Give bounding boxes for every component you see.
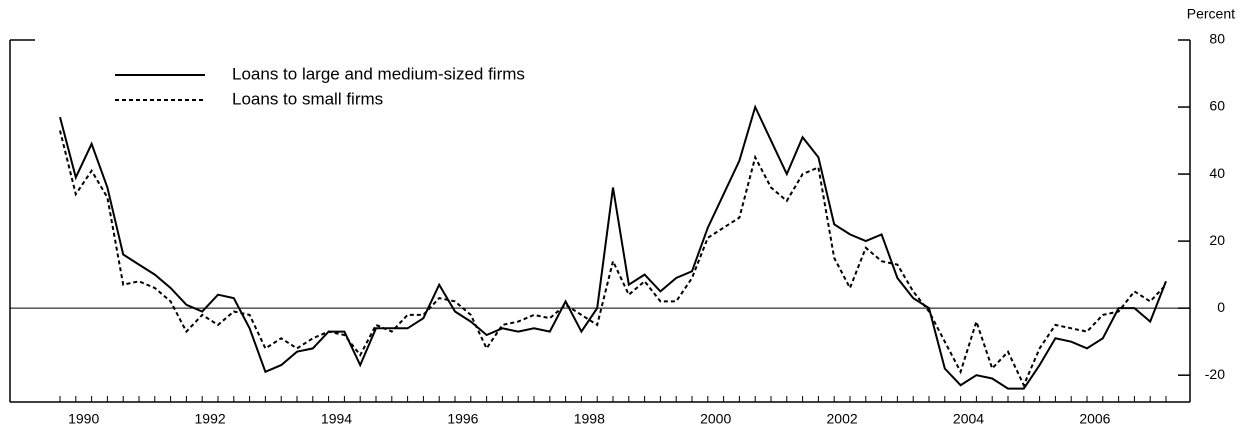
x-tick-label: 2006 [1079,411,1110,427]
x-tick-label: 2000 [700,411,731,427]
x-tick-label: 2004 [953,411,984,427]
axes-frame [9,39,1191,403]
y-tick-label: 20 [1209,232,1225,248]
legend: Loans to large and medium-sized firms Loa… [115,64,525,108]
x-tick-label: 1992 [195,411,226,427]
y-tick-label: -20 [1205,366,1225,382]
x-tick-label: 1996 [447,411,478,427]
legend-label: Loans to large and medium-sized firms [232,64,525,83]
series-line [59,104,1167,390]
x-tick-label: 1990 [68,411,99,427]
legend-label: Loans to small firms [232,89,383,108]
series-line [59,130,1167,388]
y-tick-label: 40 [1209,165,1225,181]
x-tick-label: 1994 [321,411,352,427]
y-tick-label: 0 [1217,299,1225,315]
y-tick-label: 80 [1209,31,1225,47]
y-axis-label: Percent [1187,6,1235,22]
y-tick-label: 60 [1209,98,1225,114]
x-tick-label: 2002 [827,411,858,427]
x-tick-label: 1998 [574,411,605,427]
